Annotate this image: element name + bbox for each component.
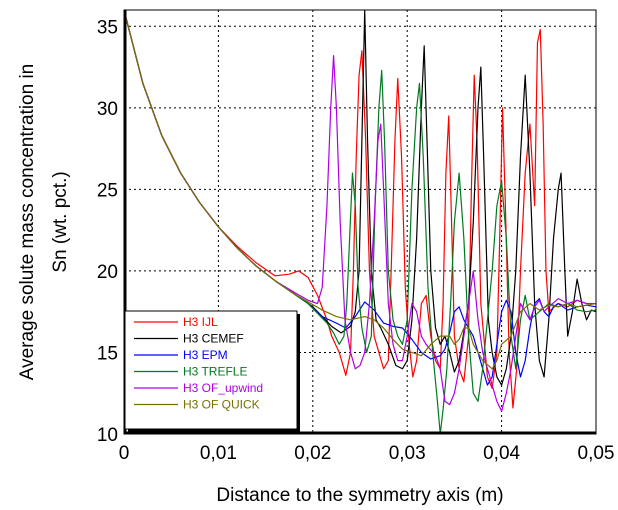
series-line-4 xyxy=(124,10,596,412)
legend-label: H3 IJL xyxy=(183,315,218,329)
legend-label: H3 CEMEF xyxy=(183,332,244,346)
legend-label: H3 OF QUICK xyxy=(183,398,260,412)
y-tick-label: 15 xyxy=(97,343,118,364)
x-tick-label: 0,05 xyxy=(578,443,615,464)
legend: H3 IJL H3 CEMEF H3 EPM H3 TREFLE H3 OF_upwin… xyxy=(124,310,300,432)
legend-label: H3 TREFLE xyxy=(183,365,247,379)
legend-label: H3 EPM xyxy=(183,348,228,362)
y-axis-title-line1: Average solute mass concentration in xyxy=(17,64,38,381)
x-tick-label: 0,01 xyxy=(200,443,237,464)
y-tick-label: 30 xyxy=(97,99,118,120)
series-line-5 xyxy=(124,10,596,370)
legend-box xyxy=(124,310,298,430)
y-axis-title-line2: Sn (wt. pct.) xyxy=(50,171,71,272)
y-tick-label: 20 xyxy=(97,262,118,283)
x-tick-label: 0,03 xyxy=(389,443,426,464)
series-line-1 xyxy=(124,10,596,386)
series-line-0 xyxy=(124,10,596,409)
legend-label: H3 OF_upwind xyxy=(183,381,263,395)
y-tick-label: 25 xyxy=(97,180,118,201)
series-lines xyxy=(124,10,596,434)
x-axis-title: Distance to the symmetry axis (m) xyxy=(216,485,503,506)
x-tick-label: 0 xyxy=(119,443,130,464)
x-tick-label: 0,04 xyxy=(483,443,520,464)
y-tick-label: 10 xyxy=(97,425,118,446)
grid-lines xyxy=(124,10,596,434)
y-tick-label: 35 xyxy=(97,17,118,38)
y-tick-labels: 10 15 20 25 30 35 xyxy=(97,17,118,446)
x-tick-labels: 0 0,01 0,02 0,03 0,04 0,05 xyxy=(119,443,615,464)
x-tick-label: 0,02 xyxy=(294,443,331,464)
series-line-3 xyxy=(124,10,596,434)
